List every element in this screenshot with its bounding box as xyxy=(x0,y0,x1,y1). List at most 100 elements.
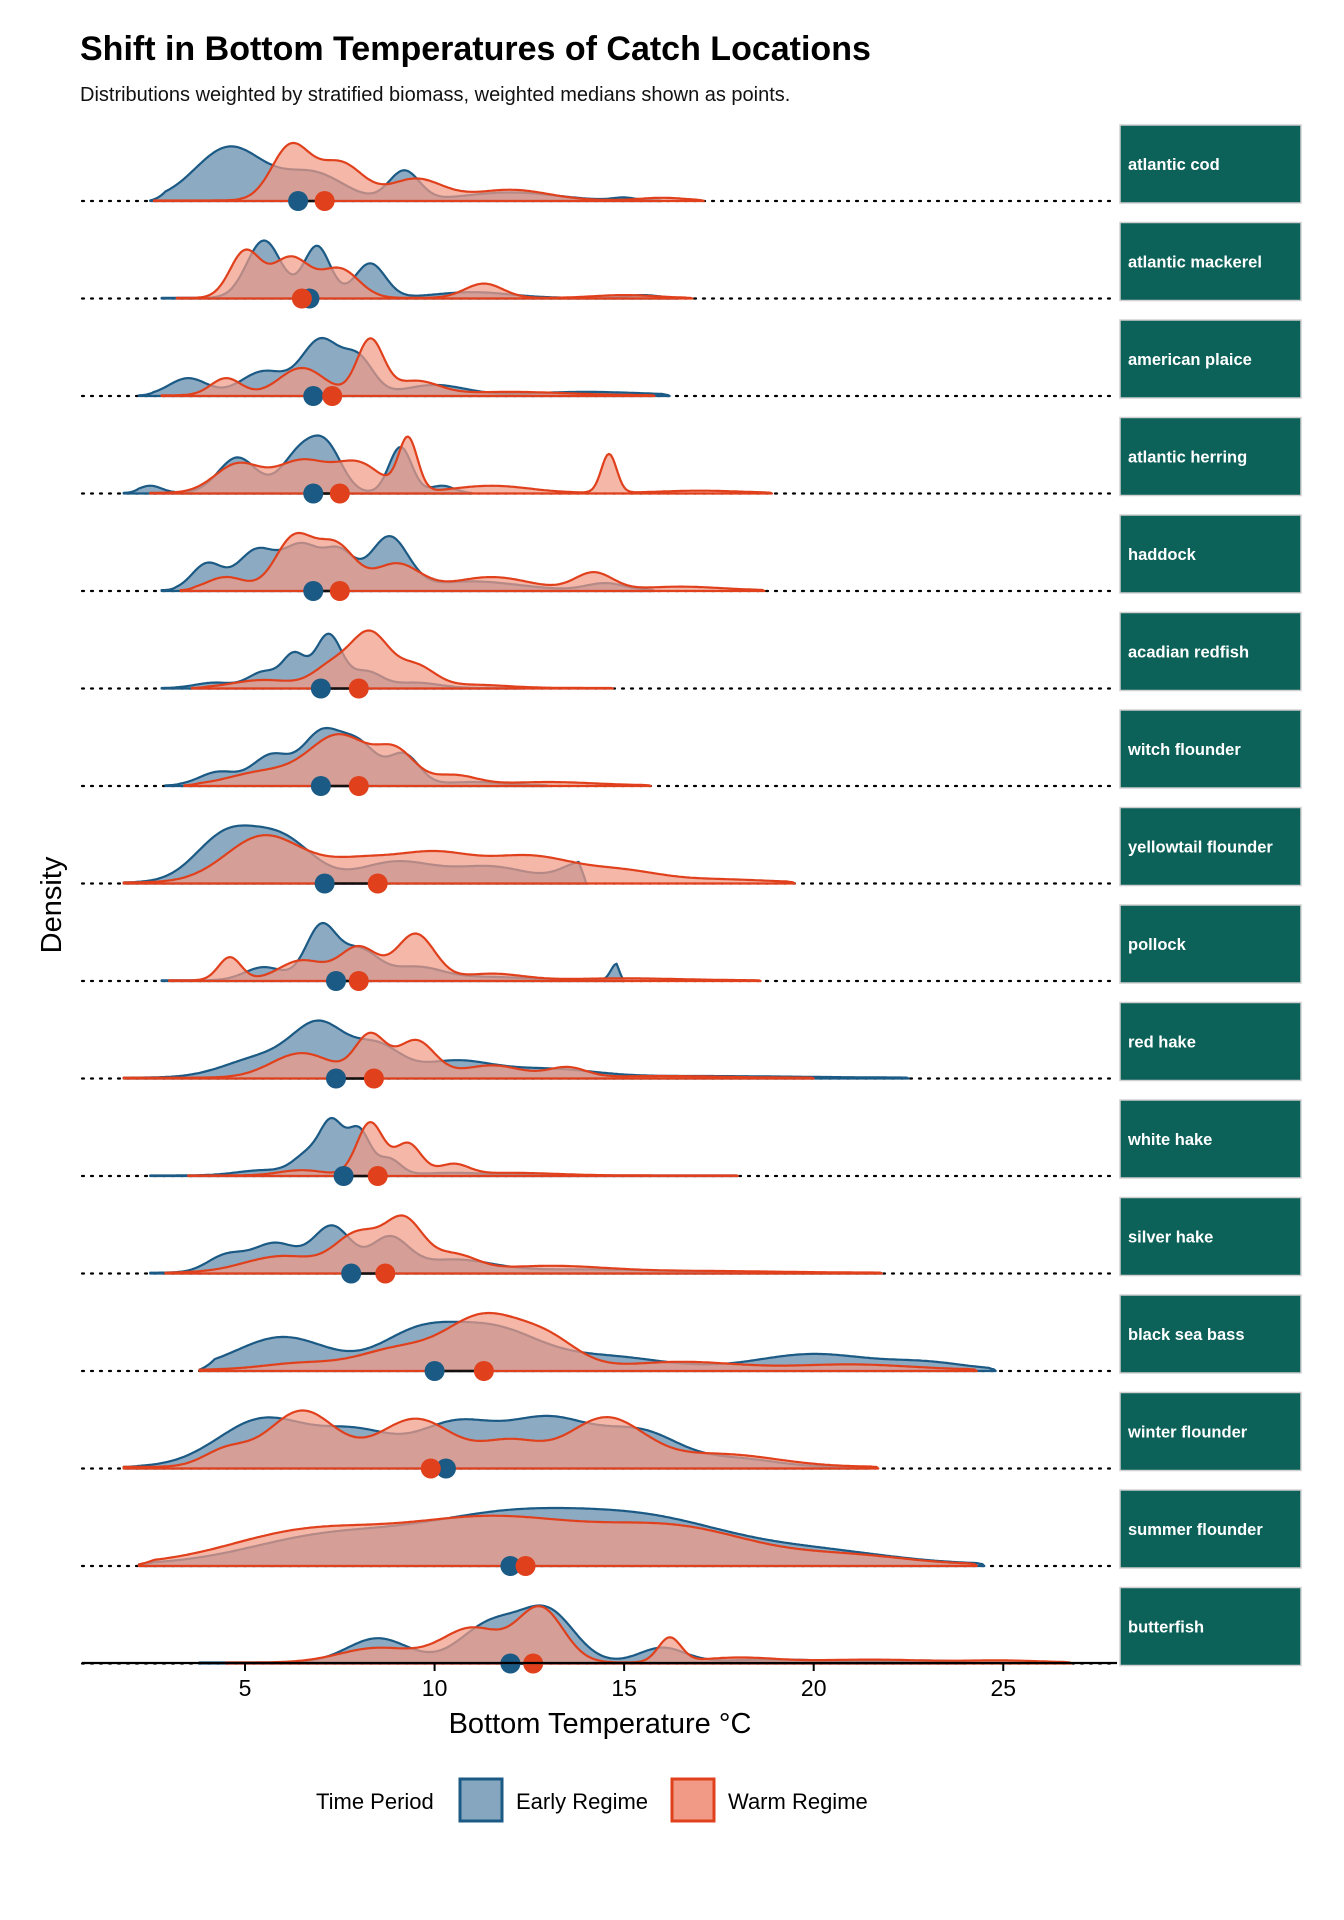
median-point-warm xyxy=(329,581,350,601)
strip-background xyxy=(1119,319,1302,399)
ridge-black-sea-bass xyxy=(80,1311,1119,1381)
strip-red-hake: red hake xyxy=(1119,1001,1302,1082)
strip-silver-hake: silver hake xyxy=(1119,1196,1302,1277)
legend-swatch xyxy=(670,1777,716,1823)
density-warm-regime xyxy=(149,435,774,495)
density-warm-regime xyxy=(164,1214,883,1275)
density-warm-regime xyxy=(190,629,614,690)
strip-white-hake: white hake xyxy=(1119,1099,1302,1179)
strip-label: witch flounder xyxy=(1127,741,1241,759)
median-point-warm xyxy=(291,288,312,309)
density-warm-regime xyxy=(122,834,796,885)
chart-title: Shift in Bottom Temperatures of Catch Lo… xyxy=(80,30,871,68)
median-point-warm xyxy=(348,971,369,991)
strip-background xyxy=(1119,1391,1302,1472)
y-axis-label: Density xyxy=(36,856,68,953)
median-point-warm xyxy=(348,776,369,796)
strip-label: american plaice xyxy=(1128,351,1252,369)
facet-strips-layer: atlantic cod atlantic mackerel american pl… xyxy=(1119,124,1302,1667)
strip-background xyxy=(1119,1001,1302,1082)
median-point-warm xyxy=(367,1166,388,1186)
x-tick-label: 10 xyxy=(422,1675,448,1701)
ridge-yellowtail-flounder xyxy=(80,824,1119,894)
strip-background xyxy=(1119,904,1302,984)
density-warm-regime xyxy=(179,531,766,593)
legend-entry-early-regime: Early Regime xyxy=(458,1777,648,1823)
legend-label: Early Regime xyxy=(516,1789,648,1814)
strip-label: acadian redfish xyxy=(1128,644,1249,662)
ridge-winter-flounder xyxy=(80,1409,1119,1479)
legend-swatch xyxy=(458,1777,504,1823)
strip-pollock: pollock xyxy=(1119,904,1302,984)
strip-label: white hake xyxy=(1127,1131,1212,1149)
chart-subtitle: Distributions weighted by stratified bio… xyxy=(80,84,791,106)
ridge-acadian-redfish xyxy=(80,629,1119,699)
median-point-warm xyxy=(367,873,388,894)
strip-winter-flounder: winter flounder xyxy=(1119,1391,1302,1472)
median-point-warm xyxy=(515,1556,536,1576)
x-axis: 5 10 15 20 25 xyxy=(82,1661,1117,1701)
density-warm-regime xyxy=(183,733,652,788)
median-point-early xyxy=(500,1556,521,1576)
density-warm-regime xyxy=(175,248,694,300)
median-point-warm xyxy=(348,678,369,699)
ridge-haddock xyxy=(80,531,1119,601)
strip-summer-flounder: summer flounder xyxy=(1119,1489,1302,1569)
density-warm-regime xyxy=(225,1605,1073,1665)
strip-label: haddock xyxy=(1128,546,1197,564)
strip-background xyxy=(1119,1489,1302,1569)
strip-label: yellowtail flounder xyxy=(1128,839,1273,857)
strip-background xyxy=(1119,1196,1302,1277)
strip-label: atlantic herring xyxy=(1128,449,1247,467)
x-tick-label: 25 xyxy=(990,1675,1016,1701)
strip-label: silver hake xyxy=(1128,1229,1213,1247)
density-warm-regime xyxy=(187,1121,739,1178)
strip-background xyxy=(1119,221,1302,302)
strip-label: atlantic cod xyxy=(1128,156,1220,174)
density-warm-regime xyxy=(168,932,762,983)
median-point-early xyxy=(303,581,324,601)
median-point-early xyxy=(326,1068,347,1089)
median-point-early xyxy=(303,386,324,406)
strip-background xyxy=(1119,709,1302,789)
strip-acadian-redfish: acadian redfish xyxy=(1119,611,1302,692)
strip-label: summer flounder xyxy=(1128,1521,1263,1539)
density-warm-regime xyxy=(152,141,705,203)
density-warm-regime xyxy=(198,1311,978,1373)
strip-background xyxy=(1119,1294,1302,1374)
strip-background xyxy=(1119,416,1302,497)
median-point-early xyxy=(314,873,335,894)
legend: Time Period Early Regime Warm Regime xyxy=(316,1777,868,1823)
density-warm-regime xyxy=(122,1031,815,1080)
median-point-warm xyxy=(322,386,343,406)
ridge-atlantic-herring xyxy=(80,434,1119,504)
ridge-american-plaice xyxy=(80,336,1119,406)
legend-title: Time Period xyxy=(316,1789,434,1814)
median-point-warm xyxy=(375,1263,396,1284)
strip-background xyxy=(1119,124,1302,204)
density-warm-regime xyxy=(122,1409,880,1470)
strip-american-plaice: american plaice xyxy=(1119,319,1302,399)
strip-atlantic-cod: atlantic cod xyxy=(1119,124,1302,204)
median-point-early xyxy=(435,1458,456,1479)
strip-label: pollock xyxy=(1128,936,1187,954)
strip-butterfish: butterfish xyxy=(1119,1586,1302,1667)
median-point-warm xyxy=(314,191,335,211)
density-warm-regime xyxy=(160,337,656,398)
strip-atlantic-herring: atlantic herring xyxy=(1119,416,1302,497)
strip-black-sea-bass: black sea bass xyxy=(1119,1294,1302,1374)
strip-background xyxy=(1119,806,1302,887)
median-point-early xyxy=(333,1166,354,1186)
strip-background xyxy=(1119,514,1302,594)
ridge-pollock xyxy=(80,921,1119,991)
median-point-early xyxy=(310,678,331,699)
median-point-warm xyxy=(363,1068,384,1089)
median-point-warm xyxy=(473,1361,494,1381)
x-tick-label: 15 xyxy=(611,1675,637,1701)
ridge-summer-flounder xyxy=(80,1506,1119,1576)
median-point-early xyxy=(424,1361,445,1381)
median-point-warm xyxy=(420,1458,441,1479)
strip-yellowtail-flounder: yellowtail flounder xyxy=(1119,806,1302,887)
x-tick-label: 20 xyxy=(801,1675,827,1701)
